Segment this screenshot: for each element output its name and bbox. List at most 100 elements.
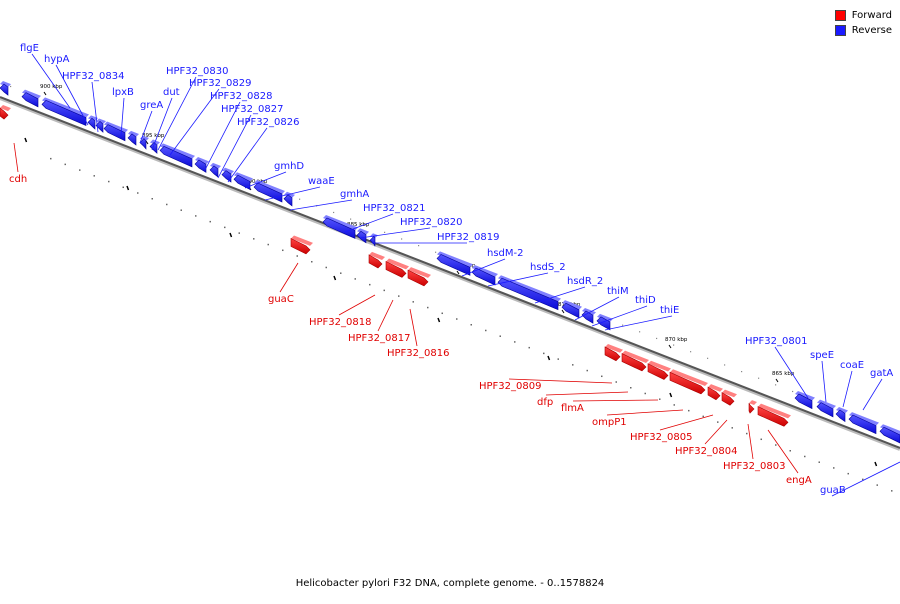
guide-dot	[369, 283, 371, 286]
gene-top	[323, 214, 358, 231]
map-caption: Helicobacter pylori F32 DNA, complete ge…	[295, 578, 605, 589]
tick-label: 865 kbp	[772, 371, 795, 377]
leader-line	[31, 53, 71, 109]
guide-dot	[485, 329, 487, 332]
leader-line	[591, 305, 648, 327]
guide-dot	[746, 432, 748, 435]
reverse-28-gene	[848, 412, 879, 435]
gene-label-guab: guaB	[820, 485, 846, 496]
reverse-25-gene	[794, 391, 815, 410]
guide-dot	[557, 358, 559, 360]
leader-line	[487, 272, 549, 287]
gene-top	[749, 400, 757, 406]
forward-swatch	[834, 10, 846, 21]
gene-body	[356, 230, 367, 244]
legend-forward-label: Forward	[851, 10, 892, 21]
gene-body	[497, 277, 559, 311]
leader-line	[461, 258, 506, 277]
leader-line	[534, 286, 586, 304]
leader-line	[821, 360, 827, 403]
gene-body	[879, 426, 900, 444]
gene-top	[758, 403, 791, 419]
gene-body	[471, 267, 496, 286]
gene-body	[127, 133, 137, 146]
scale-dash	[333, 275, 337, 281]
guide-dot	[166, 203, 168, 206]
tick-mark	[145, 140, 149, 145]
gene-body	[0, 107, 9, 120]
gene-label-hpf32-0809: HPF32_0809	[479, 381, 541, 392]
gene-label-hypa: hypA	[44, 54, 70, 65]
tick-mark	[43, 91, 47, 96]
scale-dash	[669, 392, 673, 398]
guide-dot	[639, 331, 641, 333]
HPF32_0817-gene	[385, 258, 409, 278]
guide-dot	[64, 163, 66, 166]
gene-body	[707, 386, 721, 401]
gene-label-hpf32-0817: HPF32_0817	[348, 333, 410, 344]
gene-body	[233, 174, 251, 190]
guide-dot	[673, 404, 675, 406]
gene-top	[836, 407, 848, 414]
leader-line	[91, 81, 99, 133]
gene-label-dut: dut	[163, 87, 180, 98]
gene-label-hpf32-0801: HPF32_0801	[745, 336, 807, 347]
leader-line	[289, 199, 353, 211]
gene-label-spee: speE	[810, 350, 834, 361]
guide-dot	[441, 312, 443, 315]
tick-mark	[775, 378, 779, 383]
gene-top	[648, 360, 671, 372]
reverse-4-gene	[95, 118, 106, 133]
reverse-19-gene	[436, 251, 473, 276]
reverse-13-gene	[233, 172, 253, 190]
guide-dot	[209, 220, 211, 223]
leader-line	[244, 171, 287, 189]
dfp-gene	[621, 350, 649, 372]
gene-body	[290, 238, 311, 255]
leader-line	[204, 101, 241, 171]
leader-line	[842, 370, 853, 408]
gene-top	[369, 251, 385, 260]
leader-line	[338, 294, 376, 316]
gene-body	[87, 117, 96, 130]
reverse-27-gene	[835, 407, 848, 423]
guide-dot	[876, 484, 878, 486]
tick-mark	[456, 270, 460, 275]
guide-dot	[367, 225, 369, 227]
guide-dot	[401, 238, 403, 240]
legend-forward: Forward	[834, 8, 892, 23]
reverse-11-gene	[209, 162, 221, 178]
gene-label-hsdr-2: hsdR_2	[567, 276, 603, 287]
guide-dot	[673, 344, 675, 346]
gene-body	[757, 406, 789, 427]
gene-label-hpf32-0818: HPF32_0818	[309, 317, 371, 328]
gene-label-lpxb: lpxB	[112, 87, 134, 98]
scale-dash	[126, 185, 130, 191]
guide-dot	[891, 490, 893, 492]
leader-line	[606, 409, 684, 416]
guide-dot	[383, 289, 385, 292]
leader-line	[169, 88, 220, 156]
gene-body	[368, 254, 383, 269]
gene-body	[647, 363, 669, 380]
guide-dot	[862, 478, 864, 481]
leader-line	[767, 429, 799, 474]
gene-body	[149, 142, 158, 154]
tick-label: 900 kbp	[40, 84, 63, 90]
gene-top	[22, 89, 41, 99]
scale-dash	[437, 317, 441, 323]
reverse-swatch	[834, 25, 846, 36]
reverse-1-gene	[21, 89, 41, 108]
gene-top	[408, 267, 431, 278]
leader-line	[279, 262, 299, 293]
gene-body	[669, 371, 706, 395]
guide-dot	[688, 409, 690, 412]
guide-dot	[195, 215, 197, 217]
gene-label-hpf32-0827: HPF32_0827	[221, 104, 283, 115]
gene-label-flma: flmA	[561, 403, 584, 414]
gene-body	[596, 316, 611, 331]
gene-label-gmhd: gmhD	[274, 161, 304, 172]
gene-label-hpf32-0820: HPF32_0820	[400, 217, 462, 228]
gene-body	[95, 121, 104, 133]
